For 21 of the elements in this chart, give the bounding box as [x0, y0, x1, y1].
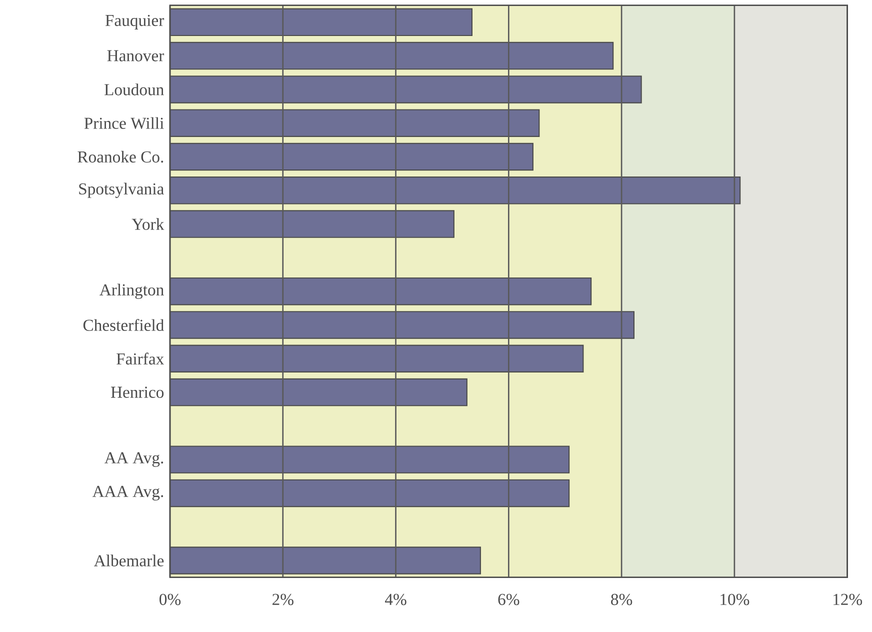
y-tick-label: Spotsylvania: [79, 182, 164, 198]
y-tick-label: Albemarle: [94, 554, 164, 566]
y-tick-label: Prince Willi: [84, 117, 164, 130]
x-tick-label: 6%: [498, 594, 520, 606]
y-tick-label: AAA Avg.: [92, 486, 164, 501]
x-tick-label: 0%: [160, 594, 181, 606]
y-tick-label: Arlington: [100, 284, 164, 299]
y-tick-label: Fauquier: [105, 14, 164, 30]
y-tick-label: Henrico: [110, 386, 164, 398]
x-tick-label: 10%: [720, 594, 750, 606]
y-tick-label: Hanover: [107, 50, 164, 62]
x-tick-label: 2%: [272, 594, 294, 606]
x-tick-label: 12%: [834, 594, 862, 606]
y-tick-label: York: [132, 218, 164, 230]
y-tick-label: Chesterfield: [83, 319, 164, 331]
y-tick-label: Fairfax: [116, 352, 164, 365]
x-tick-label: 4%: [385, 594, 406, 606]
y-tick-label: Roanoke Co.: [78, 150, 164, 163]
y-tick-label: AA Avg.: [104, 452, 164, 467]
y-tick-label: Loudoun: [104, 84, 164, 96]
x-tick-label: 8%: [611, 594, 632, 606]
